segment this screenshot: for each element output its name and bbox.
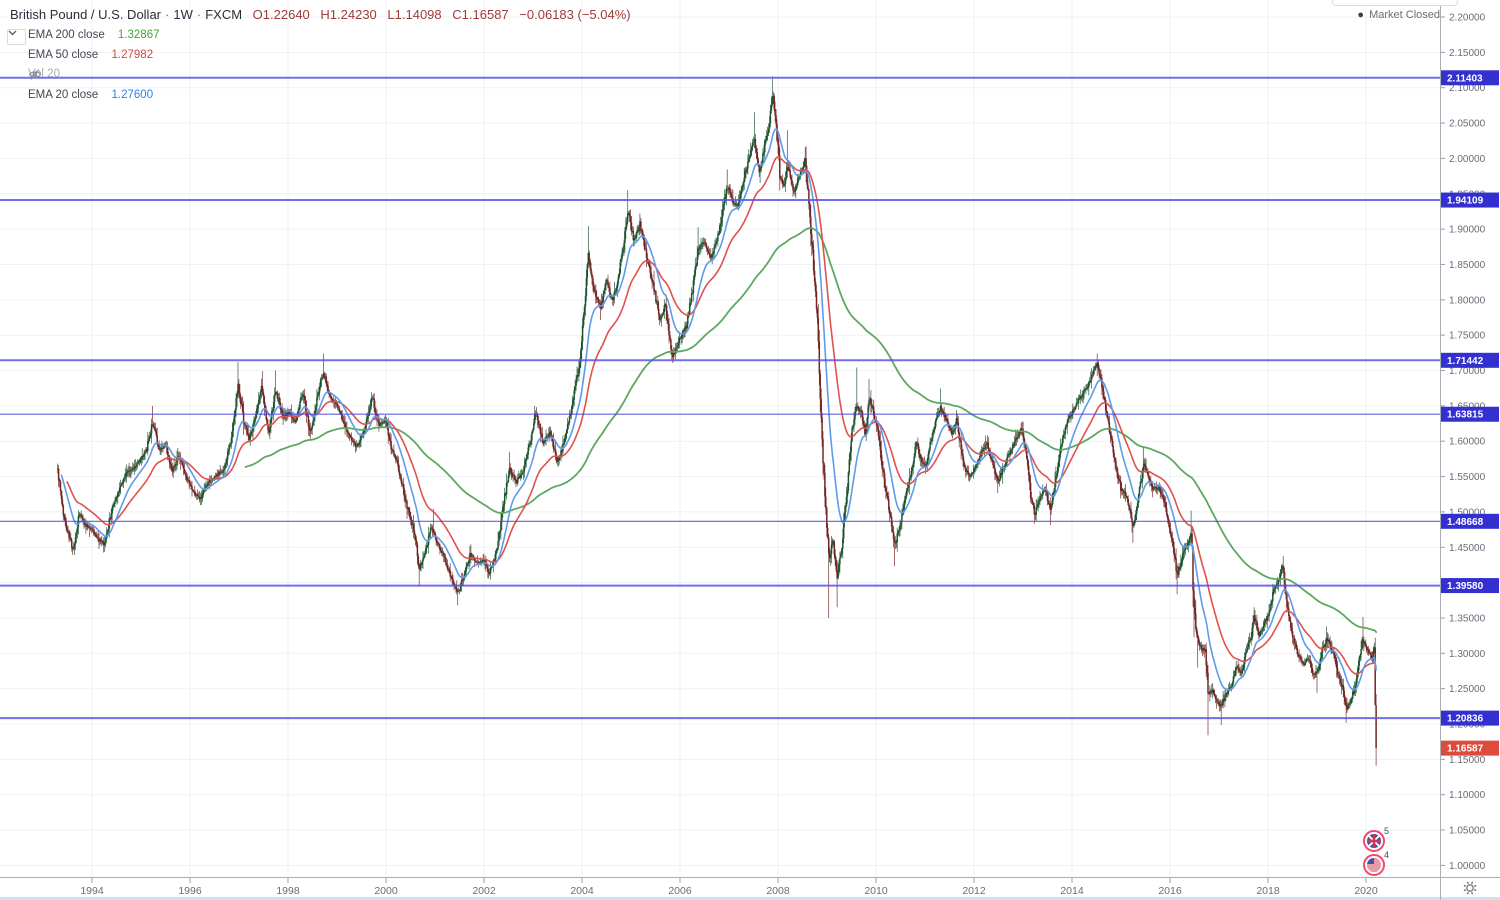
ema-200-line[interactable] bbox=[244, 227, 1377, 633]
ohlc-high: H1.24230 bbox=[320, 7, 377, 22]
badge-label: 1.94109 bbox=[1447, 196, 1484, 207]
price-tick-label: 1.30000 bbox=[1449, 649, 1486, 660]
ohlc-open: O1.22640 bbox=[252, 7, 310, 22]
market-status: ● Market Closed bbox=[1357, 9, 1440, 21]
interval-label[interactable]: 1W bbox=[173, 7, 193, 22]
price-tick-label: 1.35000 bbox=[1449, 613, 1486, 624]
collapse-chevron-button[interactable] bbox=[7, 29, 26, 45]
price-tick-label: 1.75000 bbox=[1449, 331, 1486, 342]
ohlc-change: −0.06183 (−5.04%) bbox=[519, 7, 631, 22]
event-count-label: 4 bbox=[1384, 850, 1389, 860]
year-tick-label: 1996 bbox=[178, 885, 202, 897]
event-count-label: 5 bbox=[1384, 826, 1389, 836]
title-separator: · bbox=[196, 7, 202, 22]
price-tick-label: 1.05000 bbox=[1449, 826, 1486, 837]
legend-row-ema200[interactable]: EMA 200 close 1.32867 bbox=[28, 29, 160, 43]
price-level-badge[interactable]: 1.94109 bbox=[1441, 192, 1499, 208]
ohlc-low: L1.14098 bbox=[387, 7, 442, 22]
candle-wicks-down bbox=[58, 93, 1377, 766]
price-level-lines bbox=[0, 76, 1440, 720]
price-tick-label: 1.15000 bbox=[1449, 755, 1486, 766]
price-level-badge[interactable]: 1.71442 bbox=[1441, 352, 1499, 368]
indicator-label: EMA 50 close bbox=[28, 49, 99, 61]
uk-flag-icon[interactable]: 5 bbox=[1363, 826, 1389, 852]
price-level-badge[interactable]: 1.63815 bbox=[1441, 406, 1499, 422]
candle-wicks-up bbox=[57, 76, 1375, 725]
year-tick-label: 2020 bbox=[1354, 885, 1378, 897]
price-tick-label: 2.15000 bbox=[1449, 48, 1486, 59]
year-tick-label: 1998 bbox=[276, 885, 300, 897]
indicator-label: EMA 200 close bbox=[28, 29, 105, 41]
last-price-badge[interactable]: 1.16587 bbox=[1441, 740, 1499, 756]
price-tick-label: 1.10000 bbox=[1449, 790, 1486, 801]
market-status-label: Market Closed bbox=[1369, 9, 1440, 21]
price-tick-label: 2.00000 bbox=[1449, 154, 1486, 165]
price-scale[interactable]: 2.200002.150002.100002.050002.000001.950… bbox=[1441, 13, 1499, 872]
economic-events: 54 bbox=[1363, 826, 1389, 876]
indicator-value: 1.27600 bbox=[111, 89, 154, 101]
indicator-value: 1.27982 bbox=[111, 49, 154, 61]
price-tick-label: 2.10000 bbox=[1449, 83, 1486, 94]
badge-label: 2.11403 bbox=[1447, 73, 1483, 84]
price-tick-label: 1.50000 bbox=[1449, 507, 1486, 518]
exchange-label: FXCM bbox=[205, 7, 243, 22]
floating-toolbar-edge bbox=[1332, 0, 1458, 6]
year-tick-label: 2008 bbox=[766, 885, 790, 897]
gear-icon[interactable] bbox=[1463, 881, 1477, 895]
title-separator: · bbox=[165, 7, 170, 22]
badge-label: 1.39580 bbox=[1447, 581, 1484, 592]
market-status-dot-icon: ● bbox=[1357, 9, 1365, 21]
year-tick-label: 2004 bbox=[570, 885, 594, 897]
legend-row-ema50[interactable]: EMA 50 close 1.27982 bbox=[28, 49, 153, 63]
badge-label: 1.63815 bbox=[1447, 410, 1484, 421]
year-tick-label: 2014 bbox=[1060, 885, 1084, 897]
year-tick-label: 2010 bbox=[864, 885, 888, 897]
price-level-badge[interactable]: 2.11403 bbox=[1441, 70, 1499, 86]
symbol-title[interactable]: British Pound / U.S. Dollar bbox=[10, 7, 162, 22]
price-tick-label: 1.80000 bbox=[1449, 295, 1486, 306]
price-tick-label: 1.55000 bbox=[1449, 472, 1486, 483]
year-tick-label: 2016 bbox=[1158, 885, 1182, 897]
price-tick-label: 1.25000 bbox=[1449, 684, 1486, 695]
badge-label: 1.20836 bbox=[1447, 714, 1484, 725]
price-tick-label: 1.60000 bbox=[1449, 437, 1486, 448]
chevron-down-icon bbox=[8, 30, 17, 36]
price-tick-label: 1.70000 bbox=[1449, 366, 1486, 377]
year-tick-label: 1994 bbox=[80, 885, 104, 897]
price-level-badge[interactable]: 1.39580 bbox=[1441, 578, 1499, 594]
legend-row-vol20[interactable]: Vol 20 bbox=[28, 68, 72, 82]
price-tick-label: 1.00000 bbox=[1449, 861, 1486, 872]
time-scale[interactable]: 1994 1996 1998 2000 2002 2004 2006 2008 2010 2012… bbox=[80, 878, 1378, 897]
indicator-value: 1.32867 bbox=[117, 29, 160, 41]
candle-bodies-up bbox=[56, 95, 1376, 710]
price-tick-label: 2.05000 bbox=[1449, 119, 1486, 130]
us-flag-icon[interactable]: 4 bbox=[1363, 850, 1389, 876]
badge-label: 1.48668 bbox=[1447, 517, 1484, 528]
year-tick-label: 2002 bbox=[472, 885, 496, 897]
year-tick-label: 2018 bbox=[1256, 885, 1280, 897]
price-tick-label: 1.85000 bbox=[1449, 260, 1486, 271]
ema-50-line[interactable] bbox=[66, 156, 1377, 675]
ema-20-line[interactable] bbox=[60, 128, 1377, 691]
price-tick-label: 1.45000 bbox=[1449, 543, 1486, 554]
grid-layer bbox=[0, 0, 1440, 877]
legend-row-ema20[interactable]: EMA 20 close 1.27600 bbox=[28, 89, 153, 103]
year-tick-label: 2006 bbox=[668, 885, 692, 897]
badge-label: 1.16587 bbox=[1447, 744, 1484, 755]
year-tick-label: 2012 bbox=[962, 885, 986, 897]
price-level-badge[interactable]: 1.48668 bbox=[1441, 513, 1499, 529]
ohlc-close: C1.16587 bbox=[452, 7, 509, 22]
year-tick-label: 2000 bbox=[374, 885, 398, 897]
symbol-header: British Pound / U.S. Dollar · 1W · FXCM O1.2… bbox=[10, 7, 631, 22]
price-tick-label: 1.90000 bbox=[1449, 225, 1486, 236]
price-level-badge[interactable]: 1.20836 bbox=[1441, 710, 1499, 726]
badge-label: 1.71442 bbox=[1447, 356, 1484, 367]
price-tick-label: 2.20000 bbox=[1449, 13, 1486, 24]
plot-area bbox=[56, 76, 1377, 766]
indicator-label: EMA 20 close bbox=[28, 89, 99, 101]
